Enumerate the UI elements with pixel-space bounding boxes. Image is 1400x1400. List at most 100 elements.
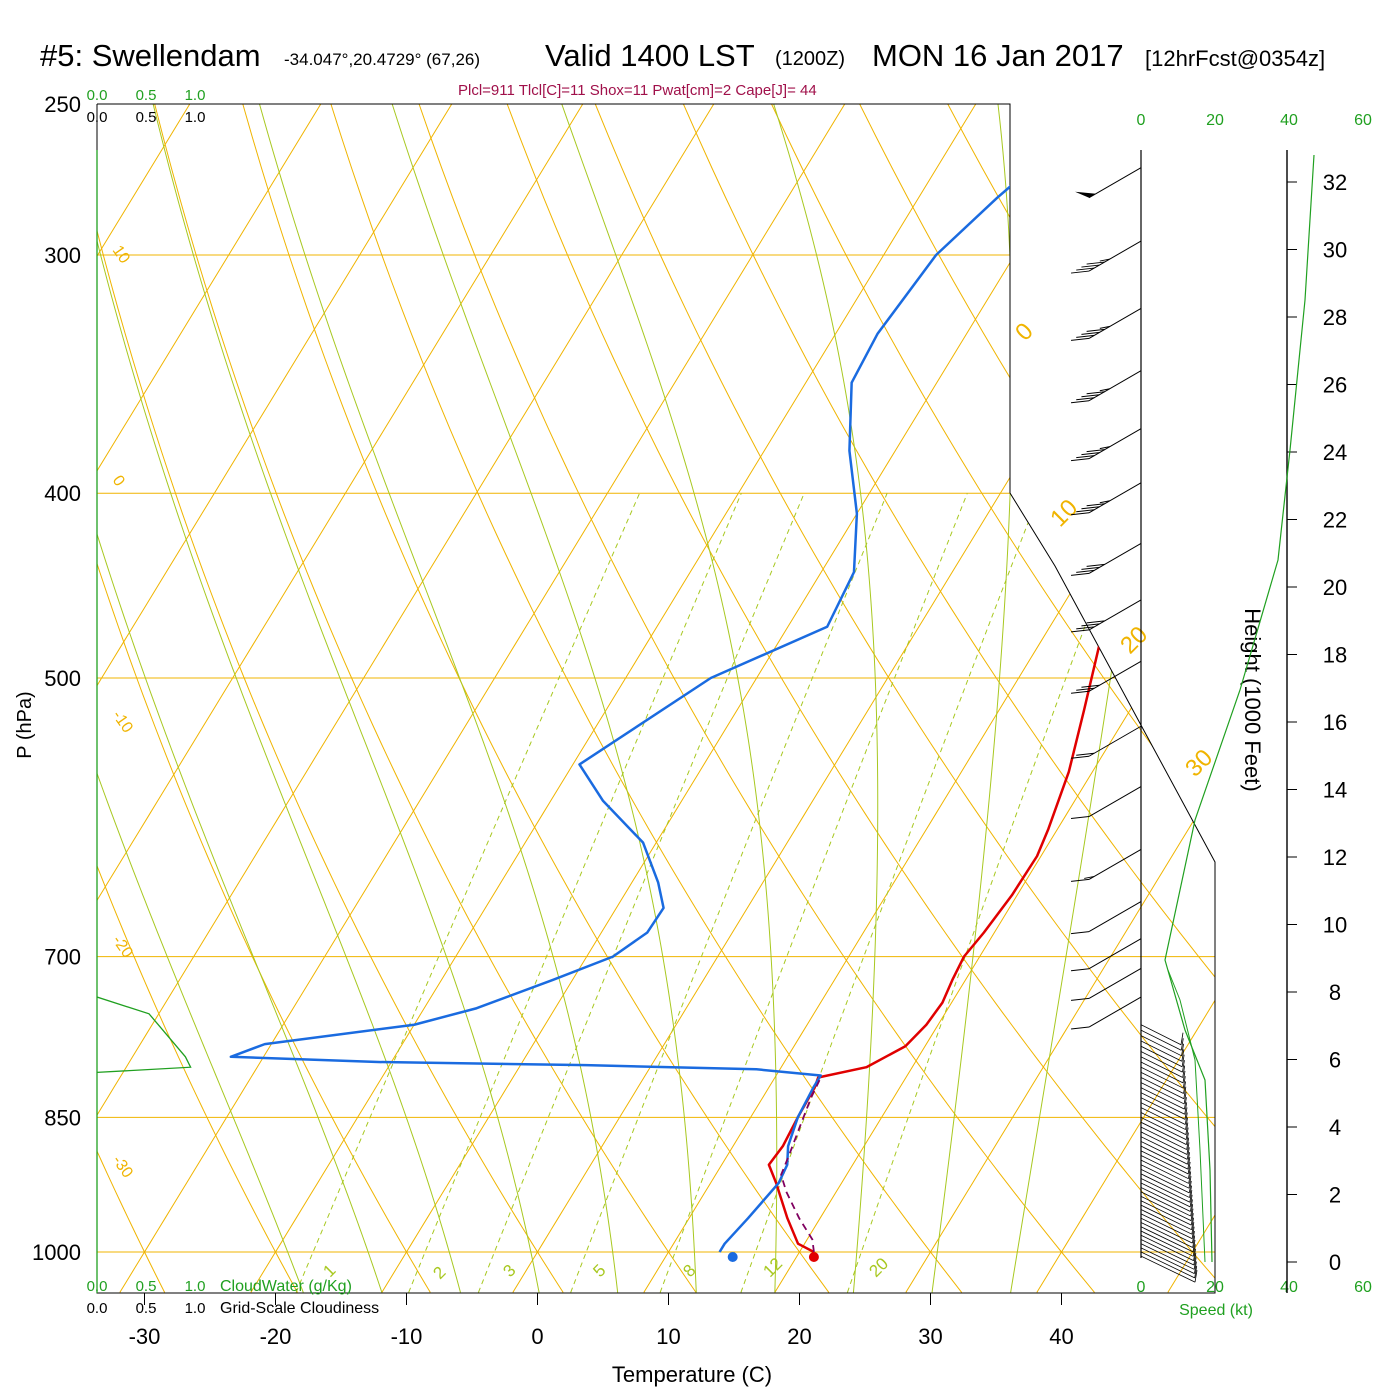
x-axis-label: Temperature (C): [612, 1362, 772, 1387]
mixing-ratio-label: 20: [865, 1254, 892, 1281]
low-level-wind-feather: [1190, 1199, 1193, 1212]
low-level-wind-staff: [1140, 1178, 1191, 1203]
low-level-wind-barb: [1140, 1209, 1195, 1235]
low-level-wind-barb: [1140, 1126, 1190, 1150]
low-level-wind-staff: [1140, 1126, 1187, 1150]
wind-barb-staff: [1088, 482, 1142, 514]
low-level-wind-barb: [1140, 1173, 1192, 1198]
height-tick-label: 4: [1329, 1115, 1341, 1140]
wind-barb-pennant: [1075, 191, 1096, 198]
wind-barb-feather: [1099, 258, 1110, 262]
low-level-wind-feather: [1190, 1208, 1194, 1221]
low-level-wind-feather: [1181, 1043, 1184, 1056]
speed-axis-label: Speed (kt): [1179, 1302, 1253, 1319]
low-level-wind-staff: [1140, 1087, 1185, 1110]
wind-barb-feather: [1099, 325, 1110, 329]
isotherm-label: -30: [109, 1153, 136, 1182]
low-level-wind-feather: [1186, 1142, 1190, 1155]
moist-adiabat: [249, 104, 619, 1293]
low-level-wind-staff: [1140, 1112, 1187, 1135]
wind-barb: [1070, 240, 1142, 274]
wind-barb: [1070, 848, 1142, 882]
low-level-wind-barb: [1140, 1204, 1194, 1231]
x-tick-label: -20: [260, 1324, 292, 1349]
height-axis-label: Height (1000 Feet): [1240, 608, 1265, 791]
wind-barb-feather: [1070, 572, 1090, 576]
isotherm-label: 10: [109, 243, 133, 267]
low-level-wind-barb: [1140, 1255, 1198, 1283]
low-level-wind-feather: [1184, 1097, 1187, 1110]
wind-barb-feather: [1086, 261, 1105, 265]
dry-adiabat: [97, 104, 431, 1293]
isotherm-30: [905, 104, 1215, 1293]
dry-adiabat: [668, 104, 1215, 1293]
x-tick-label: -30: [129, 1324, 161, 1349]
wind-barb-staff: [1088, 167, 1142, 199]
wind-barb: [1070, 428, 1142, 462]
low-level-wind-feather: [1184, 1102, 1188, 1115]
wind-barb-staff: [1088, 542, 1142, 574]
wind-barb-feather: [1070, 878, 1090, 882]
low-level-wind-barb: [1140, 1178, 1193, 1203]
y-tick-label: 400: [44, 481, 81, 506]
dry-adiabat: [581, 104, 1215, 1293]
low-level-wind-staff: [1140, 1141, 1188, 1165]
low-level-wind-feather: [1182, 1076, 1186, 1089]
low-level-wind-staff: [1140, 1200, 1192, 1226]
x-tick-label: 10: [656, 1324, 680, 1349]
wind-barb-staff: [1088, 938, 1142, 970]
low-level-wind-barb: [1140, 1191, 1194, 1217]
low-level-wind-feather: [1192, 1231, 1195, 1244]
cloud-water-top-tick: 1.0: [185, 87, 206, 104]
wind-barb-staff: [1088, 901, 1142, 933]
wind-barb-feather: [1070, 997, 1090, 1001]
wind-barb-feather: [1076, 267, 1095, 271]
isotherm--50: [97, 104, 604, 1293]
low-level-wind-barb: [1140, 1239, 1197, 1266]
cloudiness-bottom-tick: 0.0: [87, 1300, 108, 1317]
speed-bottom-tick: 20: [1206, 1279, 1224, 1296]
low-level-wind-barb: [1140, 1187, 1193, 1212]
isotherm-20: [774, 104, 1215, 1293]
low-level-wind-barb: [1140, 1195, 1194, 1221]
low-level-wind-feather: [1193, 1252, 1197, 1266]
low-level-wind-feather: [1191, 1222, 1195, 1235]
wind-barb: [1070, 660, 1142, 694]
dry-adiabat: [320, 104, 963, 1293]
valid-time: Valid 1400 LST: [545, 38, 755, 73]
x-tick-label: -10: [391, 1324, 423, 1349]
valid-zulu: (1200Z): [775, 48, 846, 70]
wind-barb: [1070, 901, 1142, 935]
low-level-wind-staff: [1140, 1097, 1186, 1120]
low-level-wind-barb: [1140, 1061, 1186, 1084]
isotherm-10: [643, 104, 1215, 1293]
low-level-wind-feather: [1184, 1112, 1188, 1125]
wind-barb-feather: [1076, 455, 1095, 459]
low-level-wind-barb: [1140, 1159, 1192, 1184]
low-level-wind-staff: [1140, 1040, 1183, 1062]
dry-adiabat: [494, 104, 1215, 1293]
low-level-wind-barb: [1140, 1141, 1190, 1165]
low-level-wind-staff: [1140, 1045, 1183, 1068]
mixing-ratio-label: 2: [429, 1263, 449, 1283]
wind-barb-feather: [1076, 687, 1095, 691]
y-tick-label: 250: [44, 92, 81, 117]
height-profile-secondary: [1167, 969, 1206, 1263]
height-tick-label: 0: [1329, 1250, 1341, 1275]
wind-barb-staff: [1088, 599, 1142, 631]
height-tick-label: 18: [1323, 643, 1347, 668]
speed-top-tick: 0: [1137, 112, 1146, 129]
low-level-wind-barb: [1140, 1066, 1186, 1089]
moist-adiabat: [97, 104, 304, 1293]
x-tick-label: 40: [1049, 1324, 1073, 1349]
wind-barb-staff: [1088, 996, 1142, 1028]
low-level-wind-staff: [1140, 1226, 1194, 1253]
forecast-info: [12hrFcst@0354z]: [1145, 46, 1326, 71]
cloudiness-top-tick: 0.0: [87, 109, 108, 126]
wind-barb-feather: [1081, 623, 1100, 627]
wind-barb-feather: [1070, 512, 1090, 516]
low-level-wind-feather: [1183, 1091, 1187, 1105]
low-level-wind-barb: [1140, 1234, 1196, 1262]
dewpoint-profile: [229, 160, 1040, 1253]
height-tick-label: 20: [1323, 575, 1347, 600]
